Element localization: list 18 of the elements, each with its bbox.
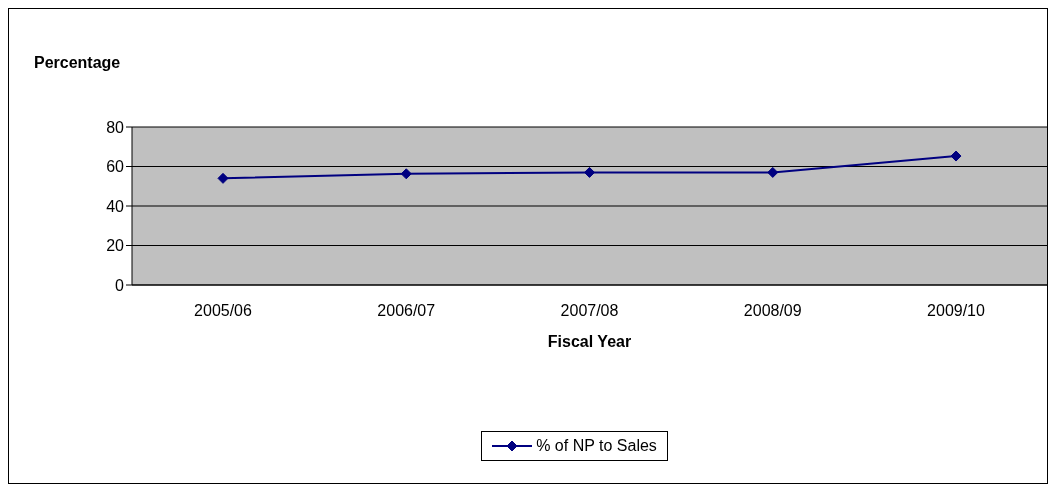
x-axis-title: Fiscal Year bbox=[547, 333, 632, 350]
y-tick-label: 40 bbox=[106, 197, 125, 215]
x-tick-label: 2005/06 bbox=[194, 302, 253, 320]
point bbox=[950, 150, 962, 162]
point bbox=[400, 168, 412, 180]
x-tick-label: 2006/07 bbox=[377, 302, 436, 320]
x-tick-label: 2007/08 bbox=[560, 302, 619, 320]
x-tick-label: 2009/10 bbox=[927, 302, 986, 320]
legend-label: % of NP to Sales bbox=[535, 437, 657, 455]
point bbox=[767, 166, 779, 178]
point bbox=[584, 166, 595, 178]
y-tick-label: 60 bbox=[106, 158, 125, 176]
x-tick-label: 2008/09 bbox=[743, 302, 802, 320]
y-tick-label: 20 bbox=[106, 237, 125, 255]
y-axis-title: Percentage bbox=[34, 54, 121, 72]
y-tick-label: 0 bbox=[115, 276, 125, 294]
point bbox=[217, 172, 229, 184]
y-tick-label: 80 bbox=[106, 118, 125, 136]
